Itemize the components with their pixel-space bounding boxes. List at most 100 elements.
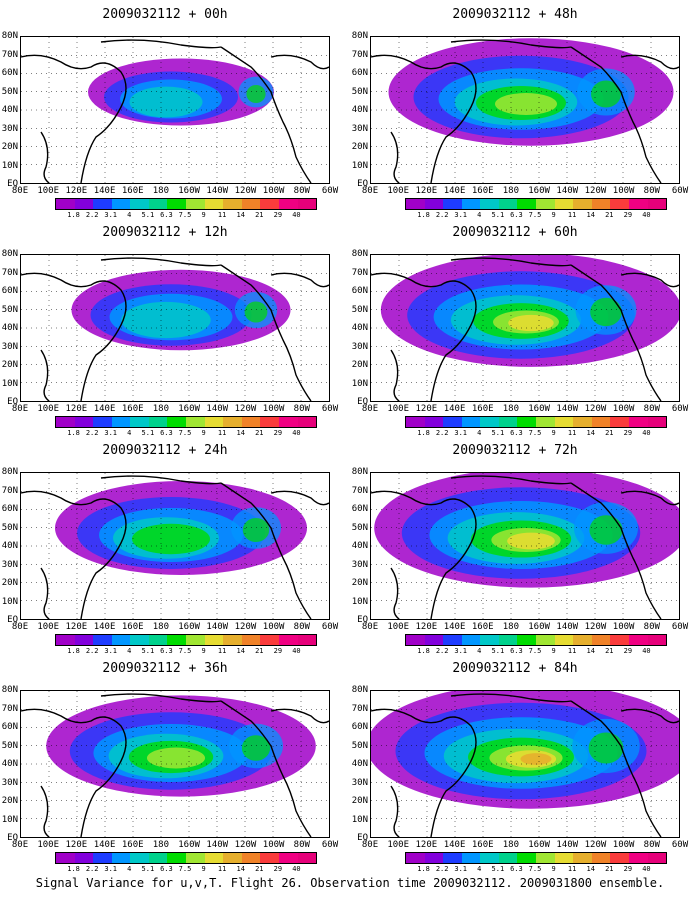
figure-caption: Signal Variance for u,v,T. Flight 26. Ob… <box>35 876 665 890</box>
longitude-label: 140W <box>556 186 579 196</box>
latitude-label: EQ <box>7 833 18 843</box>
colorbar-swatch <box>111 417 131 427</box>
longitude-label: 100E <box>387 840 410 850</box>
variance-contour <box>246 85 266 103</box>
longitude-label: 160W <box>178 622 200 632</box>
longitude-label: 100E <box>37 404 60 414</box>
longitude-label: 120E <box>415 840 438 850</box>
colorbar-label: 1.8 <box>67 647 80 655</box>
colorbar-swatch <box>167 417 187 427</box>
colorbar-swatch <box>223 853 242 863</box>
longitude-label: 180 <box>152 622 170 632</box>
colorbar-label: 7.5 <box>178 647 192 655</box>
colorbar-label: 2.2 <box>435 429 449 437</box>
colorbar <box>55 634 317 646</box>
colorbar-swatch <box>517 635 537 645</box>
colorbar-label: 1.8 <box>67 211 80 219</box>
latitude-label: 80N <box>351 685 368 695</box>
colorbar-label: 40 <box>292 865 301 873</box>
longitude-label: 160E <box>471 622 494 632</box>
colorbar-swatch <box>610 635 629 645</box>
latitude-label: 40N <box>351 105 368 115</box>
colorbar-swatch <box>498 417 518 427</box>
colorbar-label: 9 <box>551 429 556 437</box>
latitude-label: 10N <box>1 814 18 825</box>
longitude-label: 160E <box>121 186 144 196</box>
colorbar-swatch <box>278 853 298 863</box>
colorbar-label: 7.5 <box>528 647 542 655</box>
colorbar-swatch <box>297 199 317 209</box>
longitude-label: 140E <box>93 186 116 196</box>
coastline <box>270 708 329 724</box>
longitude-label: 160W <box>178 186 200 196</box>
colorbar-swatch <box>591 635 611 645</box>
longitude-label: 140W <box>556 404 579 414</box>
longitude-label: 180 <box>502 404 520 414</box>
colorbar-label: 5.1 <box>141 429 155 437</box>
coastline <box>270 272 329 288</box>
colorbar-label: 4 <box>127 647 132 655</box>
colorbar-swatch <box>130 199 149 209</box>
colorbar-label: 5.1 <box>491 865 505 873</box>
colorbar-label: 1.8 <box>67 865 80 873</box>
panel-title: 2009032112 + 36h <box>102 661 228 676</box>
colorbar-label: 9 <box>201 865 206 873</box>
panel-title: 2009032112 + 00h <box>102 7 228 22</box>
colorbar <box>405 198 667 210</box>
longitude-label: 80E <box>361 404 379 414</box>
colorbar-swatch <box>241 635 261 645</box>
latitude-label: 40N <box>351 323 368 333</box>
colorbar-swatch <box>424 199 444 209</box>
latitude-label: 70N <box>1 49 18 60</box>
colorbar <box>405 416 667 428</box>
latitude-label: EQ <box>357 397 368 407</box>
longitude-label: 140W <box>206 404 229 414</box>
colorbar-label: 21 <box>255 647 264 655</box>
colorbar-swatch <box>186 199 205 209</box>
latitude-label: 10N <box>1 378 18 389</box>
latitude-label: 40N <box>1 105 18 115</box>
latitude-label: 30N <box>351 559 368 570</box>
colorbar-label: 11 <box>567 865 577 873</box>
map-canvas <box>371 691 679 837</box>
colorbar-label: 7.5 <box>528 865 542 873</box>
longitude-label: 60W <box>671 186 689 196</box>
longitude-label: 120W <box>584 840 607 850</box>
map-canvas <box>21 473 329 619</box>
colorbar-label: 21 <box>605 647 614 655</box>
longitude-label: 120W <box>234 404 257 414</box>
colorbar-swatch <box>554 635 574 645</box>
colorbar-swatch <box>130 417 149 427</box>
latitude-label: 80N <box>351 249 368 259</box>
longitude-label: 160E <box>121 622 144 632</box>
colorbar-label: 7.5 <box>178 865 192 873</box>
colorbar-swatch <box>204 853 224 863</box>
colorbar-swatch <box>406 417 425 427</box>
map-panel: 2009032112 + 48h 80N 70N 60N 50N 40N 30N 20N 10N… <box>350 8 688 220</box>
longitude-label: 60W <box>321 840 339 850</box>
colorbar-label: 11 <box>567 211 577 219</box>
colorbar-label: 9 <box>201 647 206 655</box>
colorbar-label: 40 <box>292 211 301 219</box>
map-panel: 2009032112 + 84h 80N 70N 60N 50N 40N 30N 20N 10N… <box>350 662 688 874</box>
colorbar <box>405 634 667 646</box>
contour-map <box>20 36 330 184</box>
latitude-label: 80N <box>351 467 368 477</box>
longitude-label: 140W <box>206 186 229 196</box>
colorbar-swatch <box>610 199 629 209</box>
colorbar-label: 9 <box>201 211 206 219</box>
variance-contour <box>591 80 621 108</box>
latitude-label: 30N <box>351 123 368 134</box>
longitude-label: 140E <box>443 622 466 632</box>
latitude-label: EQ <box>357 615 368 625</box>
colorbar-swatch <box>536 199 555 209</box>
latitude-label: EQ <box>7 397 18 407</box>
coastline <box>390 131 400 183</box>
colorbar-swatch <box>628 199 648 209</box>
colorbar-label: 2.2 <box>85 647 99 655</box>
map-canvas <box>371 37 679 183</box>
latitude-label: 60N <box>351 722 368 732</box>
colorbar-label: 6.3 <box>160 647 173 655</box>
colorbar-swatch <box>260 635 279 645</box>
longitude-label: 60W <box>671 622 689 632</box>
